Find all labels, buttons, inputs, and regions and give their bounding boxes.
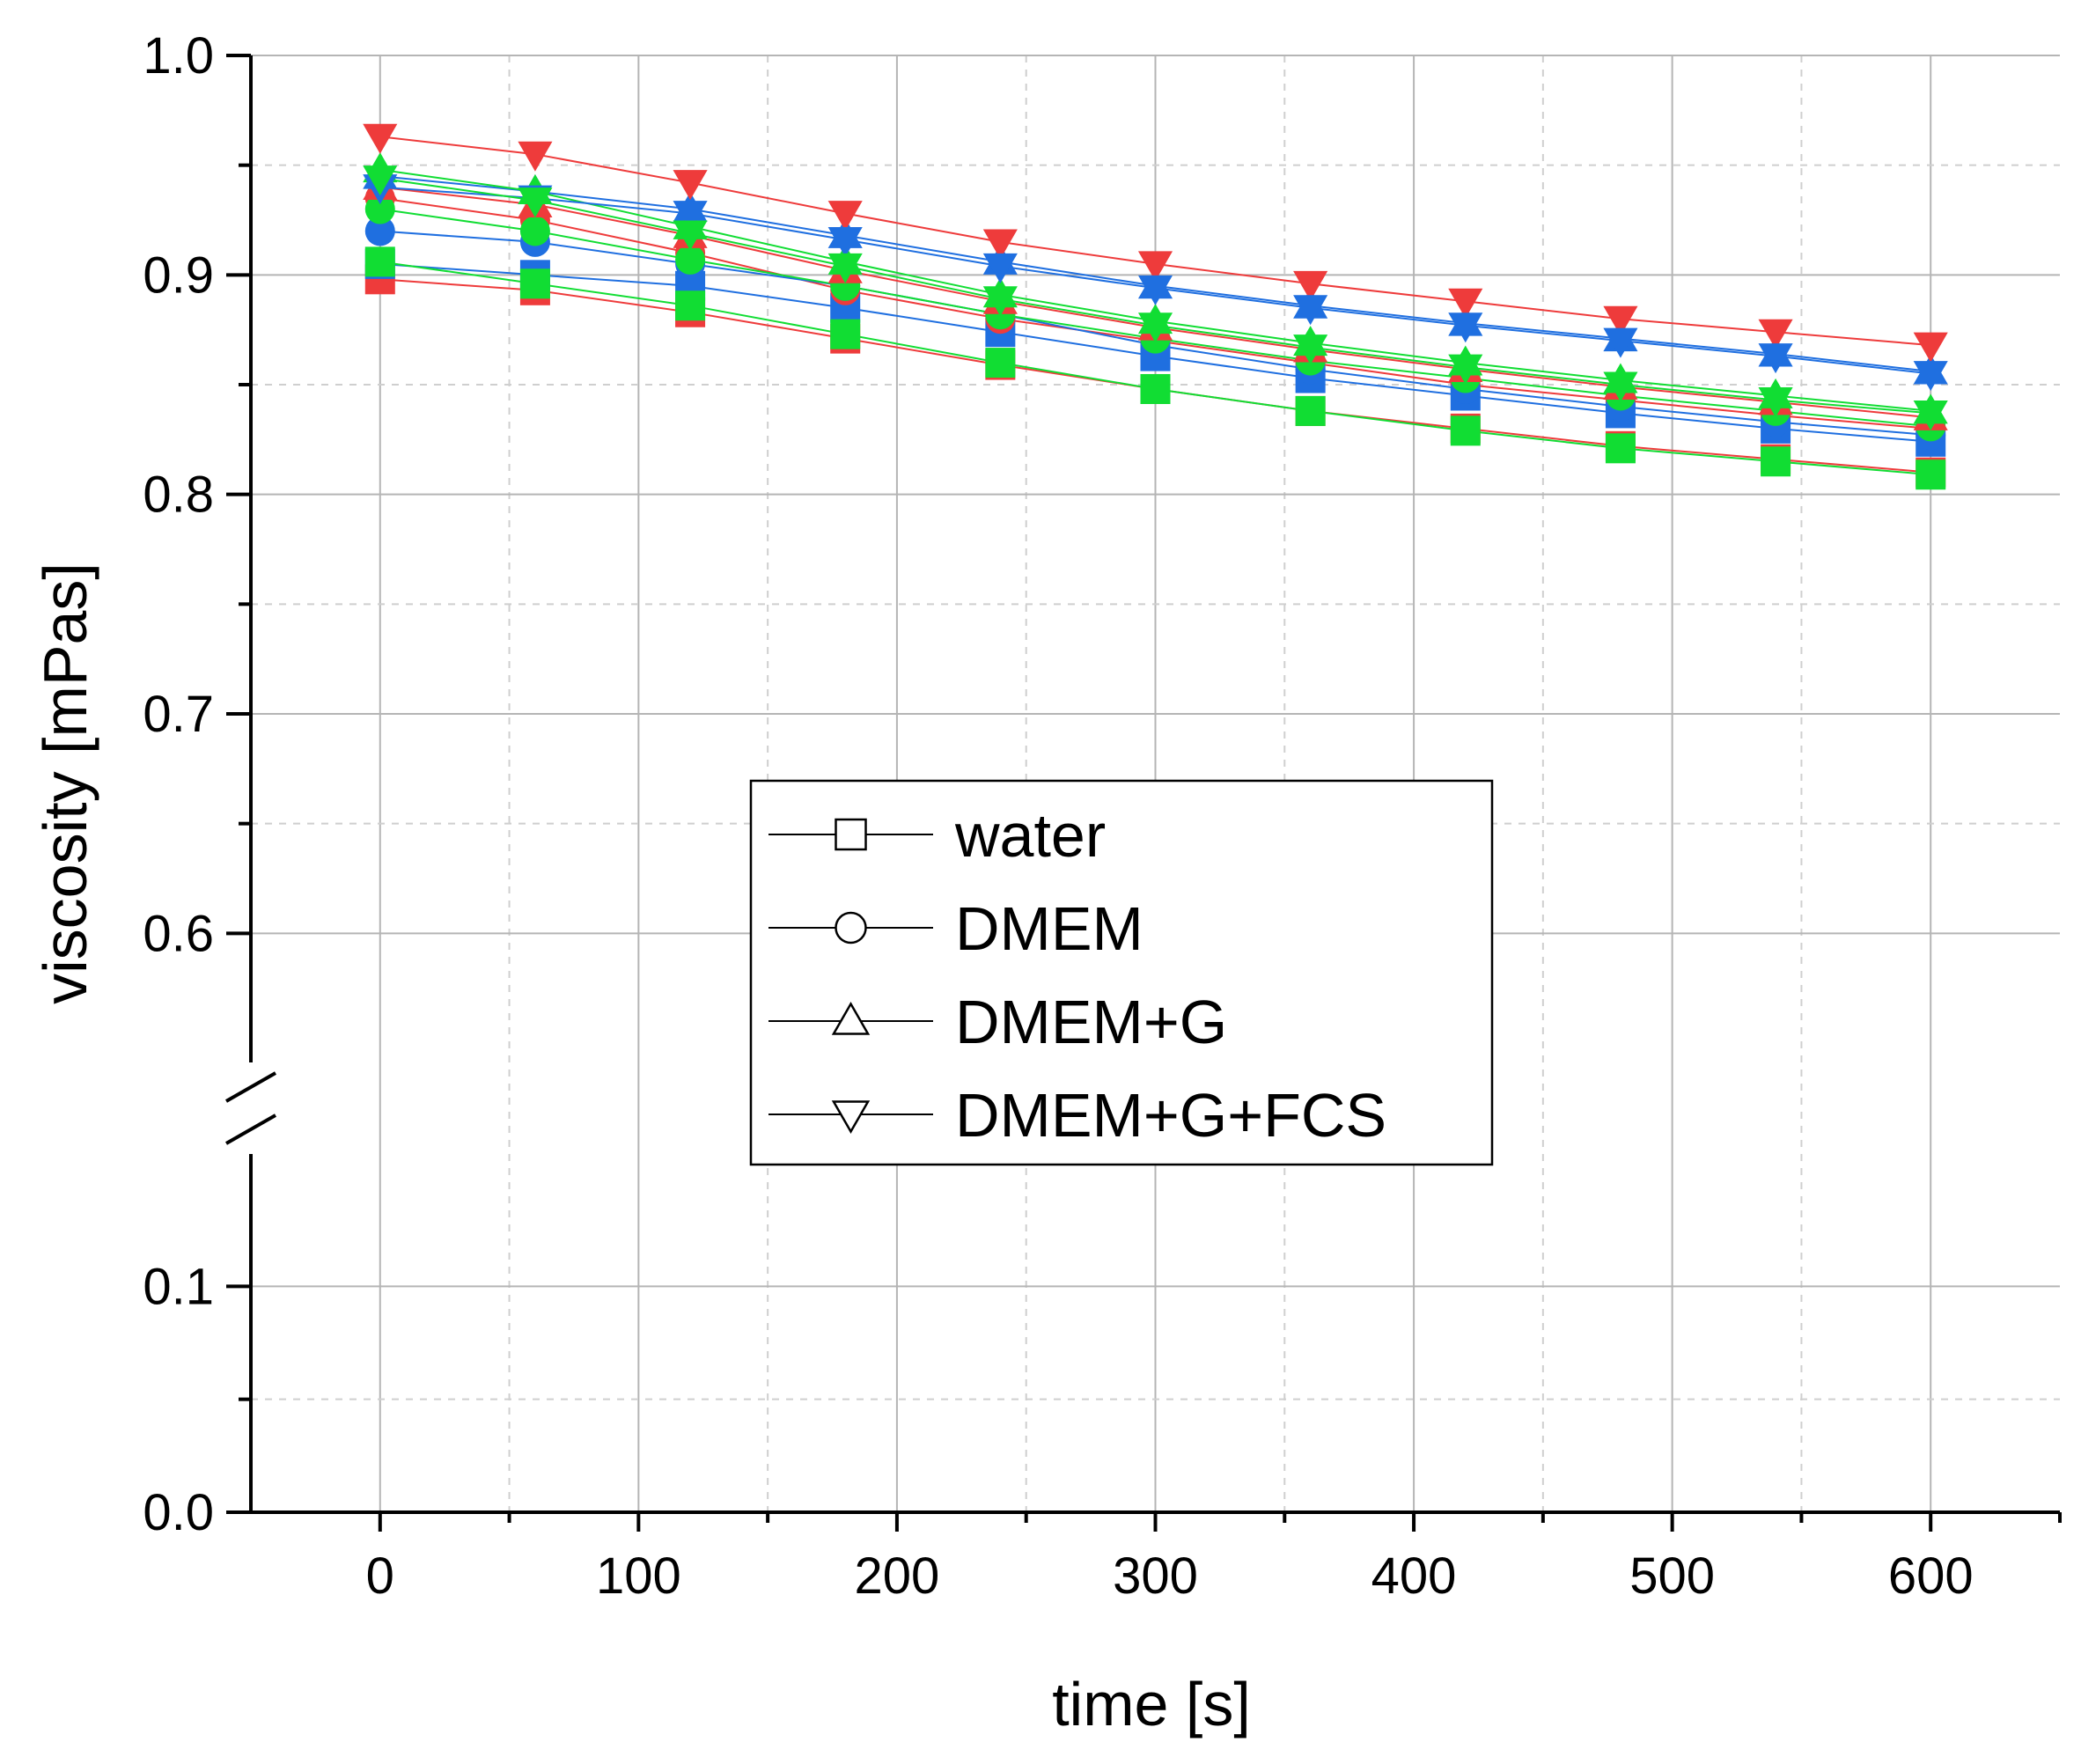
marker-triangle-down [1913,400,1948,430]
marker-triangle-down [1293,270,1328,301]
marker-square [985,348,1016,379]
marker-triangle-down [1293,295,1328,326]
marker-circle [519,216,550,246]
marker-square [675,290,706,321]
marker-triangle-down [1293,334,1328,365]
y-tick-label: 0.0 [143,1484,214,1541]
marker-triangle-down [1137,312,1173,343]
marker-square [1295,395,1326,426]
marker-triangle-down [363,123,398,154]
marker-triangle-down [1448,288,1483,319]
marker-triangle-down [1137,251,1173,282]
marker-square [1916,459,1946,490]
marker-triangle-down [1603,327,1638,358]
legend: water DMEM DMEM+G DMEM+G+FCS [749,779,1494,1166]
x-tick-label: 300 [1113,1547,1198,1605]
legend-entry: DMEM+G+FCS [768,1081,1386,1150]
marker-triangle-down [982,229,1018,260]
marker-circle [835,911,867,944]
y-tick-label: 0.6 [143,905,214,962]
marker-triangle-down [1758,319,1793,349]
marker-triangle-down [673,201,708,232]
legend-label: DMEM+G+FCS [955,1081,1386,1150]
marker-triangle-down [827,226,863,257]
legend-entry: water [768,801,1106,870]
marker-triangle-down [1448,354,1483,385]
marker-square [1450,415,1481,446]
marker-triangle-down [982,253,1018,283]
marker-triangle-down [831,1100,871,1135]
marker-triangle-down [1603,305,1638,336]
marker-square [519,268,550,299]
marker-triangle-up [831,1001,871,1035]
x-axis-label: time [s] [1052,1670,1251,1738]
marker-triangle-down [827,201,863,232]
marker-triangle-down [518,141,553,172]
axes: 0 100 200 300 400 500 600 0.6 0.7 0.8 0.9 1.0 0.0 0.1 [143,27,2062,1605]
marker-triangle-down [1758,387,1793,418]
marker-triangle-down [982,286,1018,317]
marker-triangle-down [518,187,553,218]
x-tick-label: 500 [1629,1547,1715,1605]
y-tick-label: 1.0 [143,27,214,85]
y-tick-label: 0.7 [143,686,214,743]
marker-triangle-down [673,220,708,251]
legend-entry: DMEM [768,894,1143,963]
x-tick-label: 400 [1371,1547,1457,1605]
marker-triangle-down [363,165,398,196]
marker-square [835,818,867,851]
y-tick-label: 0.8 [143,467,214,524]
series-layer [363,123,1948,490]
x-tick-label: 200 [855,1547,940,1605]
axis-break-mark [225,1114,276,1145]
y-tick-label: 0.9 [143,246,214,304]
marker-triangle-down [1913,361,1948,392]
y-axis-label: viscosity [mPas] [31,562,99,1004]
legend-box [749,779,1494,1166]
marker-triangle-down [673,170,708,201]
marker-square [364,246,395,277]
legend-label: DMEM [955,894,1143,963]
marker-triangle-down [1603,371,1638,402]
marker-circle [364,216,395,246]
y-tick-label: 0.1 [143,1258,214,1315]
marker-circle [675,244,706,275]
x-tick-label: 100 [596,1547,681,1605]
axis-break-mark [225,1071,276,1103]
legend-label: water [954,801,1106,870]
x-tick-label: 600 [1888,1547,1974,1605]
marker-triangle-down [827,253,863,283]
marker-triangle-down [1448,312,1483,343]
marker-square [1605,433,1636,464]
marker-triangle-down [1758,343,1793,374]
x-tick-label: 0 [366,1547,394,1605]
marker-square [1761,446,1791,477]
marker-square [1140,373,1171,404]
legend-entry: DMEM+G [768,988,1227,1056]
marker-triangle-down [1913,332,1948,363]
marker-square [830,319,861,349]
marker-triangle-down [1137,275,1173,305]
marker-circle [364,194,395,224]
legend-label: DMEM+G [955,988,1227,1056]
